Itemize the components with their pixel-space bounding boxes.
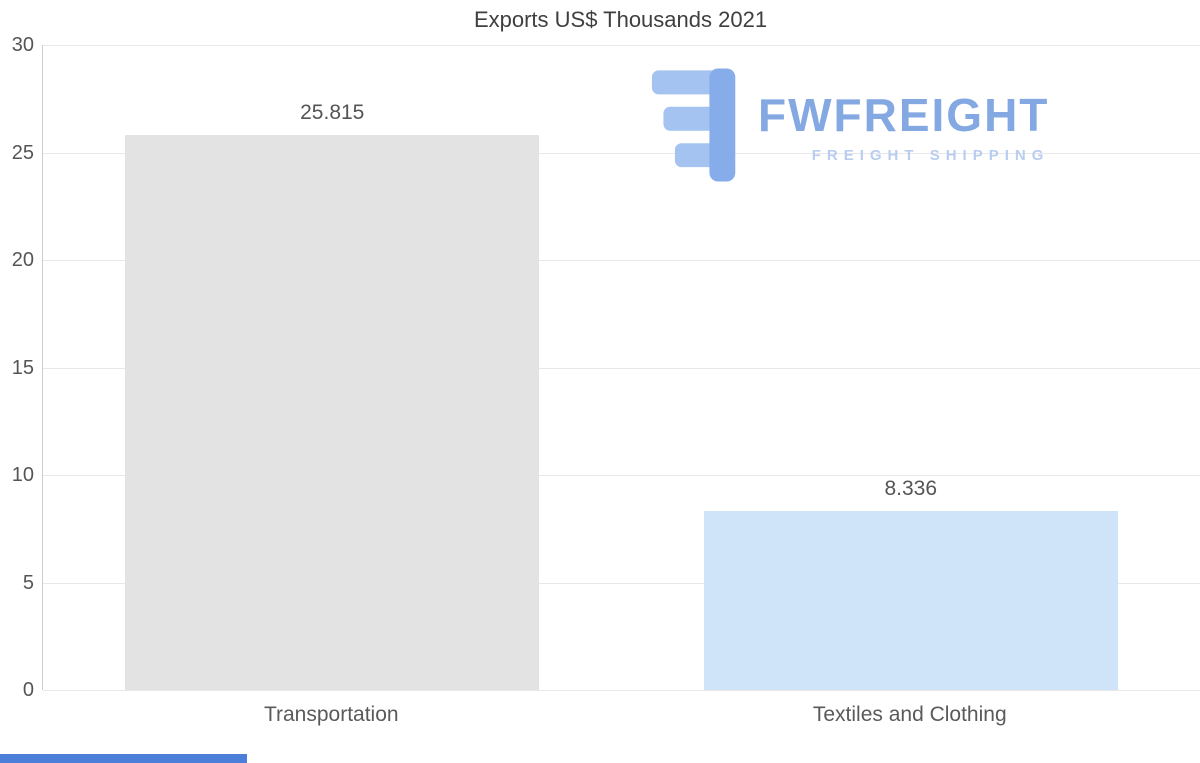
y-tick-label: 20 — [11, 249, 34, 271]
fwfreight-logo-icon — [650, 66, 742, 189]
y-tick-label: 10 — [11, 464, 34, 486]
gridline — [43, 690, 1200, 691]
plot-area: 25.815 8.336 — [42, 45, 1200, 691]
bar-transportation[interactable] — [125, 134, 540, 690]
bottom-blue-strip — [0, 754, 247, 763]
bar-group-transportation: 25.815 — [43, 45, 622, 690]
bar-value-label-textiles: 8.336 — [884, 476, 938, 500]
y-tick-label: 25 — [11, 141, 34, 164]
bar-value-label-transportation: 25.815 — [300, 100, 365, 124]
gridline — [43, 260, 1200, 261]
logo-text-block: FWFREIGHT FREIGHT SHIPPING — [758, 92, 1049, 164]
x-axis-labels: Transportation Textiles and Clothing — [42, 703, 1199, 727]
chart-title: Exports US$ Thousands 2021 — [473, 7, 768, 32]
y-tick-label: 5 — [22, 571, 34, 594]
gridline — [43, 582, 1200, 584]
gridline — [43, 152, 1200, 154]
bar-group-textiles: 8.336 — [622, 45, 1200, 690]
logo-tagline-text: FREIGHT SHIPPING — [811, 146, 1050, 164]
y-tick-label: 0 — [22, 679, 34, 701]
gridline — [43, 45, 1200, 46]
gridline — [43, 475, 1200, 476]
bar-textiles-and-clothing[interactable] — [703, 510, 1118, 690]
y-tick-label: 15 — [11, 356, 34, 379]
x-tick-label-transportation: Transportation — [263, 703, 399, 726]
fwfreight-logo: FWFREIGHT FREIGHT SHIPPING — [650, 66, 1049, 189]
logo-name-text: FWFREIGHT — [758, 88, 1050, 141]
y-tick-label: 30 — [11, 34, 34, 56]
x-tick-label-textiles: Textiles and Clothing — [812, 703, 1007, 726]
bars-layer: 25.815 8.336 — [43, 45, 1200, 690]
gridline — [43, 367, 1200, 369]
